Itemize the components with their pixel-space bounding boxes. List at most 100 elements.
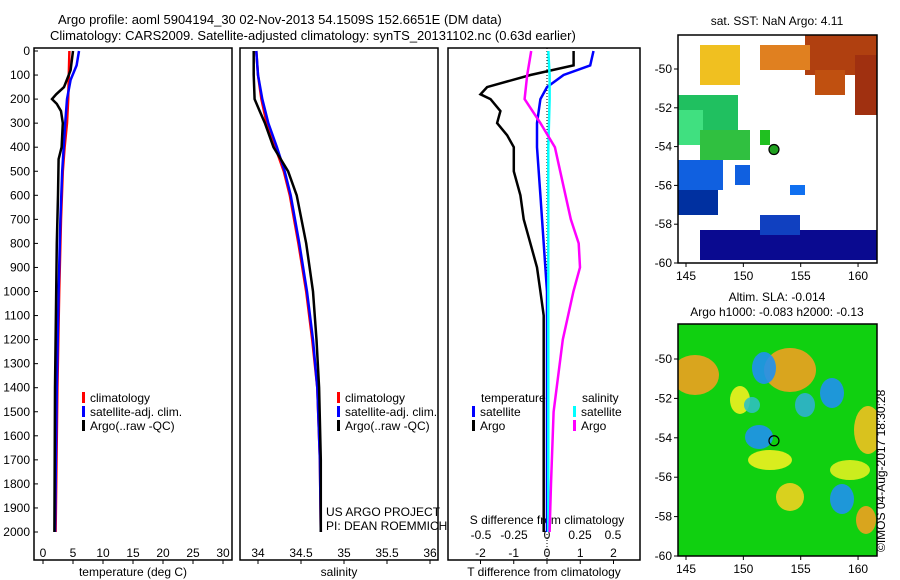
argo-location-marker: [768, 143, 780, 156]
sst-cell: [855, 55, 877, 115]
legend-label: Argo: [581, 419, 607, 433]
x-tick-label: 10: [96, 546, 110, 560]
sla-map-field: [678, 324, 877, 556]
y-tick-label: 2000: [3, 525, 30, 539]
x2-tick-label: 0.25: [568, 528, 592, 542]
sla-blob: [764, 348, 816, 392]
legend-swatch: [472, 406, 475, 417]
sst-map-frame: [677, 34, 878, 264]
y-tick-label: 1800: [3, 477, 30, 491]
title-line-2: Climatology: CARS2009. Satellite-adjuste…: [50, 28, 576, 43]
y-tick-label: -54: [655, 431, 673, 445]
x-tick-label: 35.5: [375, 546, 399, 560]
sla-blob: [748, 450, 792, 470]
sla-blob: [830, 484, 854, 514]
y-tick-label: -60: [655, 549, 673, 563]
x-tick-label: 25: [186, 546, 200, 560]
sla-map-subtitle: Argo h1000: -0.083 h2000: -0.13: [690, 305, 864, 319]
y-tick-label: 1600: [3, 429, 30, 443]
sst-cell: [700, 130, 750, 160]
x-tick-label: 160: [848, 269, 868, 283]
y-tick-label: 800: [10, 236, 30, 250]
series-line-t-argo: [478, 51, 575, 532]
y-tick-label: 1700: [3, 453, 30, 467]
y-tick-label: 900: [10, 260, 30, 274]
x-tick-label: 36: [423, 546, 437, 560]
x-tick-label: 20: [156, 546, 170, 560]
series-line-s-satellite: [547, 50, 551, 532]
y-tick-label: 1900: [3, 501, 30, 515]
legend-label: satellite-adj. clim.: [345, 405, 437, 419]
sla-map-frame: [677, 323, 878, 557]
sst-cell: [678, 190, 718, 215]
legend-swatch: [573, 420, 576, 431]
title-line-1: Argo profile: aoml 5904194_30 02-Nov-201…: [58, 12, 502, 27]
sst-cell: [760, 45, 810, 70]
legend-swatch: [82, 406, 85, 417]
legend-title: salinity: [582, 391, 619, 405]
sla-blob: [744, 397, 760, 413]
y-tick-label: 1500: [3, 405, 30, 419]
y-tick-label: -50: [655, 352, 673, 366]
y-tick-label: -58: [655, 217, 673, 231]
y-tick-label: -60: [655, 256, 673, 270]
y-tick-label: 600: [10, 188, 30, 202]
x-tick-label: 0: [40, 546, 47, 560]
sla-blob: [856, 506, 876, 534]
y-tick-label: 1400: [3, 381, 30, 395]
x-axis-label: T difference from climatology: [467, 565, 621, 579]
x-axis-label: temperature (deg C): [79, 565, 187, 579]
legend-title: temperature: [481, 391, 546, 405]
x-tick-label: 155: [791, 269, 811, 283]
x-tick-label: 15: [126, 546, 140, 560]
y-tick-label: 100: [10, 68, 30, 82]
legend-label: climatology: [90, 391, 150, 405]
x-tick-label: 2: [610, 546, 617, 560]
series-line-s-argo: [523, 50, 582, 533]
x-tick-label: 34.5: [289, 546, 313, 560]
x-tick-label: 35: [337, 546, 351, 560]
legend-swatch: [472, 420, 475, 431]
x-tick-label: 145: [676, 562, 696, 576]
sla-blob: [795, 393, 815, 417]
sst-cell: [790, 185, 805, 195]
x2-tick-label: -0.25: [500, 528, 528, 542]
x-tick-label: 150: [733, 562, 753, 576]
legend-label: satellite-adj. clim.: [90, 405, 182, 419]
y-tick-label: 1000: [3, 285, 30, 299]
sla-blob: [776, 483, 804, 511]
y-tick-label: 400: [10, 140, 30, 154]
sla-map: [674, 323, 878, 560]
difference-profile-frame: [447, 47, 641, 561]
y-tick-label: 0: [23, 44, 30, 58]
y-tick-label: 700: [10, 212, 30, 226]
series-line-argo-raw-qc-: [50, 50, 75, 533]
legend-swatch: [82, 420, 85, 431]
y-tick-label: -50: [655, 62, 673, 76]
y-tick-label: -52: [655, 101, 673, 115]
sst-cell: [678, 160, 723, 190]
y-tick-label: -58: [655, 510, 673, 524]
x-tick-label: 1: [577, 546, 584, 560]
sla-blob: [678, 355, 719, 395]
y-tick-label: 1300: [3, 357, 30, 371]
legend-label: Argo(..raw -QC): [90, 419, 175, 433]
x-tick-label: 5: [70, 546, 77, 560]
pi-annotation: PI: DEAN ROEMMICH: [326, 519, 447, 533]
sla-blob: [830, 460, 870, 480]
x-axis-label: salinity: [321, 565, 358, 579]
sst-cell: [815, 70, 845, 95]
x-tick-label: 34: [251, 546, 265, 560]
y-tick-label: -56: [655, 470, 673, 484]
y-tick-label: 1100: [4, 309, 30, 323]
legend-swatch: [573, 406, 576, 417]
legend-label: Argo(..raw -QC): [345, 419, 430, 433]
argo-location-marker: [768, 435, 780, 447]
x-tick-label: -2: [475, 546, 486, 560]
y-tick-label: -54: [655, 140, 673, 154]
copyright-label: ©IMOS 04-Aug-2017 18:30:28: [874, 389, 888, 552]
legend-label: satellite: [480, 405, 521, 419]
y-tick-label: 300: [10, 116, 30, 130]
x-tick-label: 150: [733, 269, 753, 283]
x-tick-label: 155: [791, 562, 811, 576]
